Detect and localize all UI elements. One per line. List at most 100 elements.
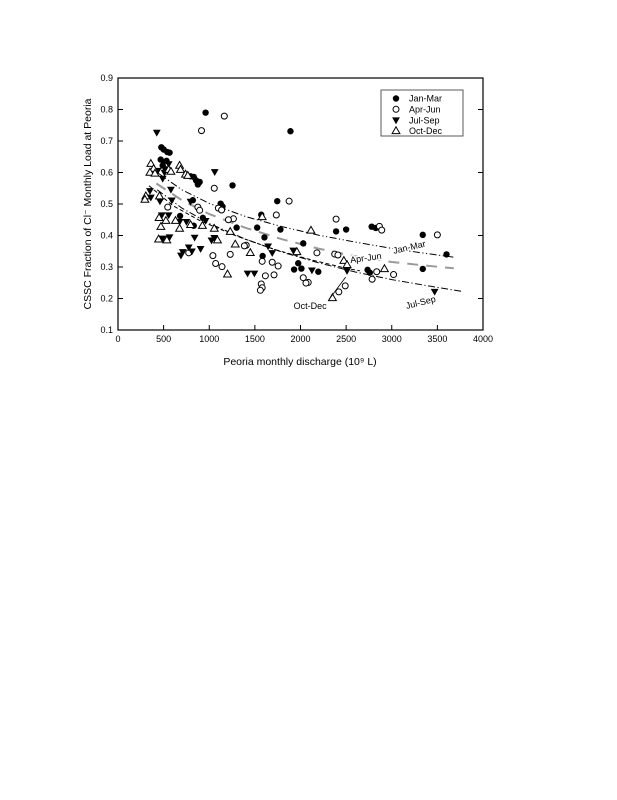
data-point bbox=[257, 211, 267, 221]
data-point bbox=[210, 169, 219, 176]
x-tick-label: 4000 bbox=[473, 334, 493, 344]
data-point bbox=[218, 206, 226, 214]
data-point bbox=[212, 235, 223, 244]
x-tick-label: 1000 bbox=[199, 334, 219, 344]
data-point bbox=[185, 219, 196, 228]
data-point bbox=[268, 250, 277, 257]
data-point bbox=[334, 251, 342, 259]
data-point bbox=[207, 237, 216, 245]
data-point bbox=[289, 247, 298, 255]
curve-label-jul-sep: Jul-Sep bbox=[405, 294, 437, 311]
data-point bbox=[274, 197, 281, 205]
data-point bbox=[156, 221, 166, 230]
data-point bbox=[343, 268, 351, 275]
data-point bbox=[419, 231, 426, 239]
data-point bbox=[167, 186, 175, 194]
data-point bbox=[258, 257, 266, 265]
legend-marker-filled-circle bbox=[392, 95, 400, 102]
data-point bbox=[170, 215, 181, 224]
x-axis-title: Peoria monthly discharge (10⁹ L) bbox=[223, 356, 376, 368]
data-point bbox=[298, 265, 305, 272]
legend-label: Jan-Mar bbox=[409, 94, 442, 104]
data-point bbox=[233, 224, 240, 231]
y-tick-label: 0.2 bbox=[100, 294, 113, 304]
data-point bbox=[240, 242, 248, 250]
data-point bbox=[167, 197, 176, 205]
data-point bbox=[209, 223, 220, 232]
data-point bbox=[292, 246, 302, 256]
data-point bbox=[300, 240, 307, 247]
data-point bbox=[443, 251, 450, 258]
y-tick-label: 0.3 bbox=[100, 262, 113, 272]
x-tick-label: 0 bbox=[115, 334, 120, 344]
x-tick-label: 500 bbox=[156, 334, 171, 344]
data-point bbox=[197, 127, 205, 135]
data-point bbox=[285, 197, 293, 205]
data-point bbox=[295, 260, 302, 267]
series-jan-mar bbox=[157, 109, 450, 276]
data-point bbox=[306, 225, 316, 234]
data-point bbox=[154, 191, 165, 200]
legend-item-jul-sep: Jul-Sep bbox=[392, 115, 440, 125]
data-point bbox=[290, 266, 298, 273]
data-point bbox=[229, 182, 236, 189]
data-point bbox=[146, 188, 154, 195]
data-point bbox=[164, 203, 172, 211]
data-point bbox=[150, 168, 160, 177]
data-point bbox=[184, 244, 193, 252]
data-point bbox=[202, 109, 209, 116]
data-point bbox=[140, 194, 150, 203]
data-point bbox=[197, 220, 208, 229]
data-point bbox=[166, 166, 176, 175]
data-point bbox=[368, 275, 376, 283]
legend-item-jan-mar: Jan-Mar bbox=[392, 94, 442, 104]
x-tick-label: 1500 bbox=[245, 334, 265, 344]
data-point bbox=[224, 216, 232, 224]
data-point bbox=[332, 228, 340, 235]
data-point bbox=[230, 239, 241, 248]
data-point bbox=[176, 212, 184, 220]
data-point bbox=[253, 224, 261, 231]
data-point bbox=[313, 249, 321, 257]
data-point bbox=[162, 235, 172, 244]
data-point bbox=[209, 252, 217, 260]
trend-line-oct-dec bbox=[148, 185, 360, 272]
legend-label: Oct-Dec bbox=[409, 126, 443, 136]
data-point bbox=[165, 234, 174, 242]
y-axis-title: CSSC Fraction of Cl⁻ Monthly Load at Peo… bbox=[82, 98, 94, 309]
data-point bbox=[164, 212, 173, 220]
data-point bbox=[272, 211, 280, 219]
series-jul-sep bbox=[146, 129, 439, 296]
y-tick-label: 0.8 bbox=[100, 105, 113, 115]
data-point bbox=[196, 178, 203, 186]
data-point bbox=[268, 258, 276, 266]
x-tick-label: 3000 bbox=[382, 334, 402, 344]
curve-labels-layer: Jan-Mar Apr-Jun Jul-Sep Oct-Dec bbox=[292, 237, 438, 312]
data-point bbox=[186, 198, 195, 206]
data-point bbox=[332, 215, 340, 223]
y-tick-label: 0.4 bbox=[100, 231, 113, 241]
data-point bbox=[373, 268, 381, 276]
trend-lines-layer bbox=[148, 172, 462, 292]
data-point bbox=[261, 272, 269, 280]
data-point bbox=[196, 206, 204, 214]
data-point bbox=[259, 252, 266, 260]
data-point bbox=[212, 260, 220, 268]
data-point bbox=[433, 231, 441, 239]
series-apr-jun bbox=[164, 112, 441, 296]
x-tick-label: 2000 bbox=[290, 334, 310, 344]
data-point bbox=[182, 218, 191, 226]
data-point bbox=[378, 226, 386, 234]
data-point bbox=[225, 226, 236, 235]
data-point bbox=[188, 248, 196, 256]
axes-layer: 0 500 1000 1500 2000 2500 3000 3500 4000 0.1 0.2 0.… bbox=[100, 73, 493, 344]
trend-line-jan-mar bbox=[156, 172, 454, 258]
trend-line-jul-sep bbox=[156, 189, 462, 292]
curve-label-leader bbox=[328, 276, 346, 300]
curve-label-jan-mar: Jan-Mar bbox=[392, 239, 426, 256]
y-tick-label: 0.5 bbox=[100, 199, 113, 209]
data-point bbox=[342, 226, 350, 233]
data-point bbox=[158, 175, 167, 183]
